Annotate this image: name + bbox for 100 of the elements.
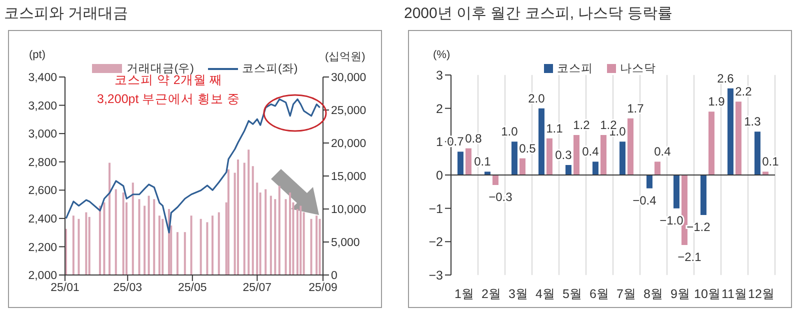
bar	[316, 216, 318, 275]
x-tick-label: 7월	[616, 286, 636, 301]
bar	[465, 148, 472, 175]
bar	[310, 218, 312, 275]
bar	[708, 112, 714, 175]
bar	[484, 172, 490, 175]
bar	[278, 186, 280, 275]
bar	[206, 222, 208, 275]
bar	[85, 212, 88, 275]
bar	[88, 216, 90, 275]
data-label: 0.4	[582, 144, 600, 159]
bar	[735, 102, 742, 175]
bar	[184, 232, 186, 275]
y-axis-title: (pt)	[29, 49, 46, 61]
y-tick-label: 0	[436, 168, 444, 182]
bar	[762, 172, 768, 175]
bar	[227, 169, 230, 275]
bar	[754, 132, 760, 175]
x-tick-label: 10월	[694, 286, 721, 301]
bar	[296, 209, 298, 275]
data-label: 0.3	[555, 148, 572, 162]
bar	[457, 152, 464, 175]
bar	[700, 175, 706, 215]
y2-tick-label: 15,000	[331, 171, 366, 184]
bar	[78, 218, 80, 275]
bar	[72, 216, 74, 275]
bar	[270, 196, 272, 275]
bar	[673, 175, 680, 208]
bar	[619, 142, 626, 175]
y-tick-label: −3	[428, 268, 444, 282]
bar	[212, 216, 214, 275]
data-label: −1.0	[660, 213, 684, 228]
x-tick-label: 9월	[670, 286, 690, 301]
y-tick-label: 2,400	[28, 214, 57, 226]
y2-tick-label: 30,000	[331, 72, 366, 84]
bar	[98, 206, 101, 275]
bar	[122, 192, 124, 275]
bar	[284, 199, 287, 275]
x-tick-label: 4월	[536, 286, 556, 301]
bar	[264, 189, 267, 275]
y2-tick-label: 5,000	[331, 237, 360, 250]
bar	[153, 199, 156, 275]
bar	[511, 142, 518, 175]
data-label: −2.1	[678, 250, 702, 264]
legend-label: 나스닥	[620, 62, 656, 76]
y-tick-label: 3	[436, 68, 444, 82]
bar	[727, 88, 734, 175]
bar	[627, 118, 634, 175]
x-tick-label: 25/09	[308, 282, 338, 294]
data-label: 1.9	[708, 94, 726, 109]
bar	[546, 138, 552, 175]
y-axis-title: (%)	[433, 49, 450, 61]
legend-label: 코스피(좌)	[242, 62, 298, 76]
data-label: 0.5	[519, 141, 536, 156]
bar	[654, 162, 660, 175]
bar	[138, 199, 140, 275]
annotation: 코스피 약 2개월 째 3,200pt 부근에서 횡보 중	[97, 73, 240, 108]
y2-tick-label: 20,000	[331, 138, 366, 150]
x-tick-label: 25/03	[113, 282, 142, 294]
y-tick-label: 1	[436, 135, 444, 150]
legend-label: 거래대금(우)	[126, 62, 194, 75]
bar	[248, 150, 250, 275]
data-label: −1.2	[686, 220, 711, 234]
x-tick-label: 1월	[454, 286, 474, 301]
x-tick-label: 8월	[644, 286, 664, 301]
y-tick-label: 2,800	[28, 156, 57, 169]
bar	[158, 216, 160, 275]
y-tick-label: 2	[436, 102, 444, 116]
bar	[519, 158, 526, 175]
y-tick-label: 3,400	[28, 72, 57, 84]
data-label: 1.3	[744, 114, 762, 129]
bar	[592, 162, 598, 175]
bar	[103, 202, 106, 275]
data-label: 0.1	[762, 154, 780, 169]
x-tick-label: 5월	[562, 286, 582, 301]
chart-title: 2000년 이후 월간 코스피, 나스닥 등락률	[404, 4, 672, 23]
bar	[237, 160, 239, 275]
bar	[538, 108, 544, 175]
bar	[252, 166, 254, 275]
x-tick-label: 3월	[508, 286, 528, 301]
y-tick-label: 2,200	[28, 242, 57, 254]
data-label: 1.0	[501, 124, 518, 139]
bar	[681, 175, 688, 245]
y-tick-label: −1	[428, 202, 444, 216]
bar	[600, 135, 606, 175]
x-tick-label: 6월	[590, 286, 610, 301]
data-label: −0.4	[632, 193, 657, 208]
bar	[114, 189, 117, 275]
x-tick-label: 25/07	[242, 282, 272, 294]
bar	[243, 162, 246, 275]
bar	[646, 175, 652, 188]
bar	[218, 212, 220, 275]
bar	[492, 175, 498, 185]
data-label: 1.1	[546, 121, 564, 136]
bar	[300, 206, 302, 275]
bar	[256, 182, 258, 275]
y2-tick-label: 25,000	[331, 105, 366, 118]
data-label: 1.2	[573, 118, 590, 132]
bar	[289, 192, 292, 275]
bar	[162, 218, 164, 275]
